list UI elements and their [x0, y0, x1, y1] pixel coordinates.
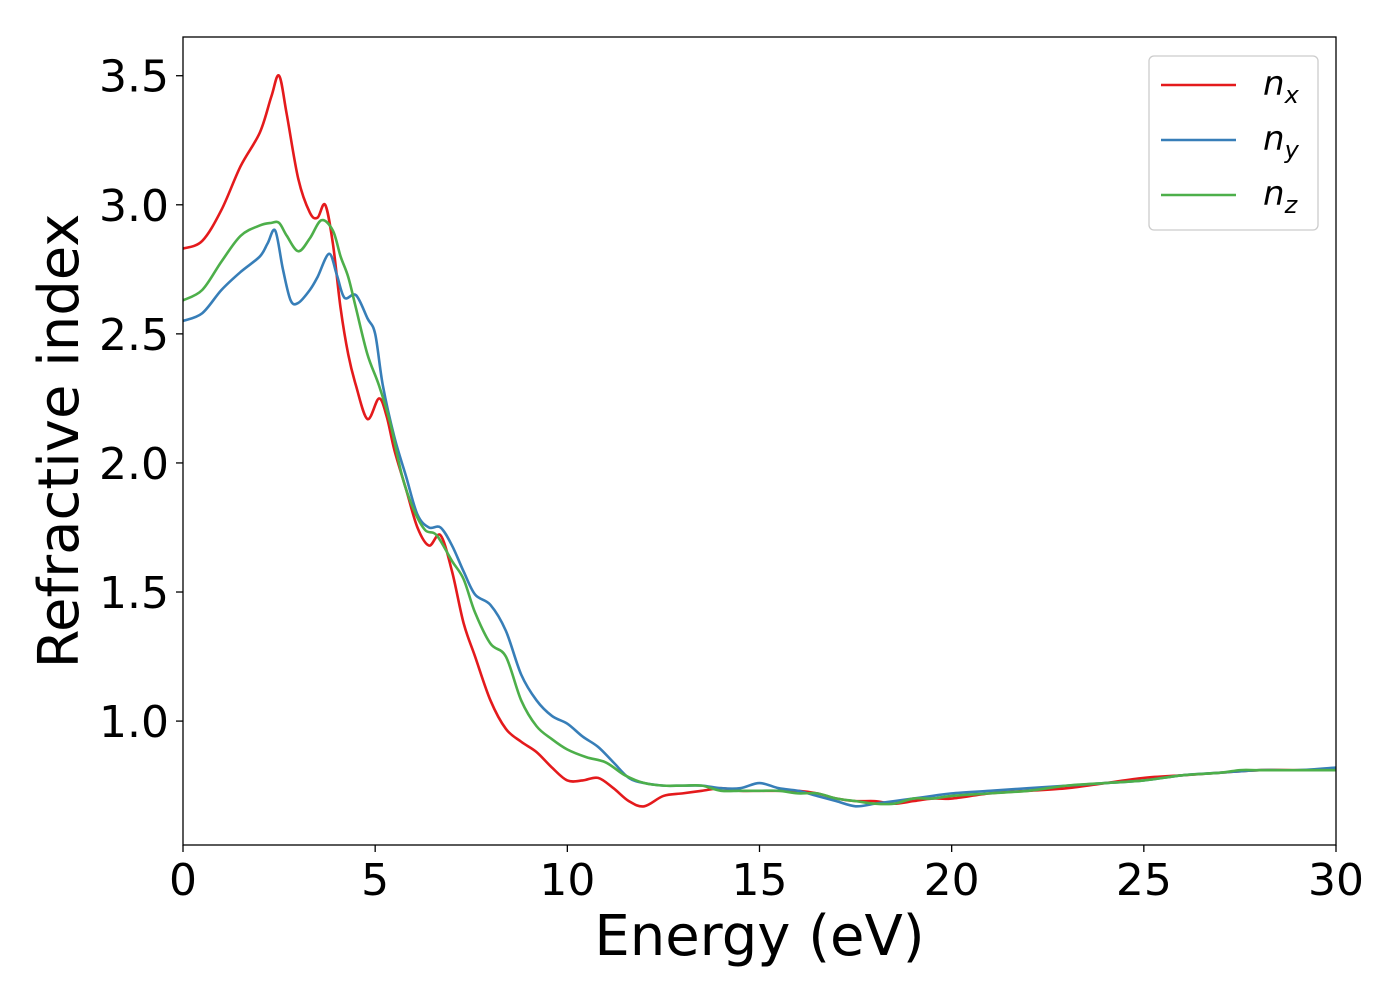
legend-label-nx: nx: [1263, 64, 1300, 109]
legend-label-subscript: z: [1284, 191, 1299, 219]
y-tick-label: 3.0: [99, 181, 169, 232]
legend-label-base: n: [1263, 64, 1285, 104]
legend-label-subscript: x: [1284, 81, 1300, 109]
x-tick-label: 15: [732, 855, 788, 906]
y-axis-label: Refractive index: [27, 214, 92, 669]
y-tick-label: 1.0: [99, 697, 169, 748]
legend-label-subscript: y: [1284, 136, 1300, 164]
legend-label-base: n: [1263, 119, 1285, 159]
x-tick-label: 0: [169, 855, 197, 906]
y-tick-label: 2.5: [99, 310, 169, 361]
legend-label-nz: nz: [1263, 174, 1299, 219]
legend-label-ny: ny: [1263, 119, 1300, 164]
x-tick-label: 10: [539, 855, 595, 906]
x-tick-label: 5: [361, 855, 389, 906]
series-line-nz: [183, 218, 1336, 806]
legend-box: [1148, 55, 1319, 231]
x-tick-label: 30: [1308, 855, 1364, 906]
x-axis-ticks: 0 5 10 15 20 25 30: [169, 845, 1364, 906]
x-tick-label: 20: [924, 855, 980, 906]
series-line-ny: [183, 228, 1336, 808]
series-layer: [183, 74, 1336, 808]
y-axis-ticks: 1.0 1.5 2.0 2.5 3.0 3.5: [99, 52, 183, 748]
y-tick-label: 1.5: [99, 568, 169, 619]
x-tick-label: 25: [1116, 855, 1172, 906]
x-axis-label: Energy (eV): [594, 904, 924, 969]
legend-label-base: n: [1263, 174, 1285, 214]
y-tick-label: 2.0: [99, 439, 169, 490]
y-tick-label: 3.5: [99, 52, 169, 103]
